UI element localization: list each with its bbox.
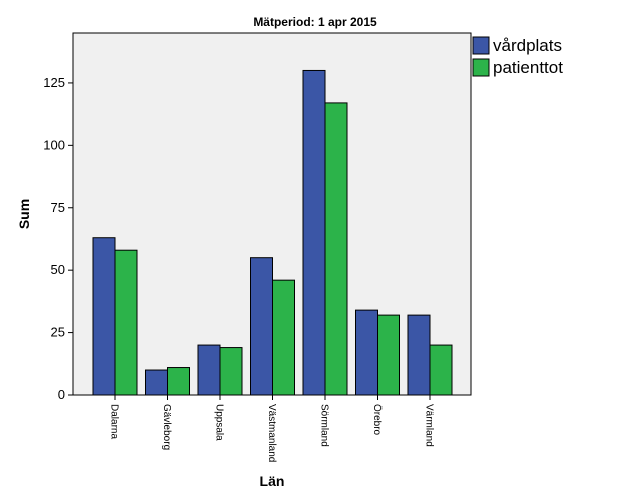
chart-title: Mätperiod: 1 apr 2015 — [253, 15, 377, 29]
legend-label-patienttot: patienttot — [493, 58, 563, 77]
x-tick-label: Örebro — [371, 404, 383, 436]
bar-vårdplats-Gävleborg — [145, 369, 168, 396]
legend-label-vårdplats: vårdplats — [493, 36, 562, 55]
y-tick-label: 75 — [51, 200, 65, 215]
x-tick-label: Uppsala — [214, 404, 225, 441]
bar-patienttot-Sörmland — [324, 102, 348, 396]
bar-patienttot-Uppsala — [219, 347, 243, 396]
x-tick-label: Gävleborg — [161, 404, 172, 450]
bar-patienttot-Dalarna — [114, 249, 138, 396]
bar-patienttot-Örebro — [377, 314, 400, 396]
bar-patienttot-Västmanland — [272, 279, 295, 396]
y-tick-label: 50 — [51, 262, 65, 277]
y-tick-label: 0 — [58, 387, 65, 402]
bars — [92, 69, 453, 396]
x-tick-label: Västmanland — [266, 404, 277, 462]
y-axis-label: Sum — [16, 199, 32, 229]
bar-vårdplats-Dalarna — [92, 237, 116, 396]
x-tick-label: Dalarna — [109, 404, 120, 439]
bar-patienttot-Gävleborg — [167, 367, 190, 396]
x-tick-label: Sörmland — [319, 404, 330, 447]
bar-vårdplats-Sörmland — [302, 69, 326, 396]
bar-vårdplats-Värmland — [407, 314, 431, 396]
y-tick-label: 125 — [43, 75, 65, 90]
y-axis: 0 25 50 75 100 125 — [43, 75, 73, 402]
legend: vårdplats patienttot — [472, 36, 563, 77]
bar-patienttot-Värmland — [429, 344, 453, 396]
x-axis: Dalarna Gävleborg Uppsala Västmanland Sörmla… — [109, 395, 435, 462]
legend-swatch-patienttot — [472, 58, 490, 77]
x-tick-label: Värmland — [424, 404, 435, 447]
legend-swatch-vårdplats — [472, 36, 490, 55]
bar-vårdplats-Västmanland — [250, 257, 273, 396]
y-tick-label: 100 — [43, 137, 65, 152]
x-axis-label: Län — [260, 473, 285, 489]
bar-vårdplats-Örebro — [355, 309, 378, 396]
y-tick-label: 25 — [51, 325, 65, 340]
bar-vårdplats-Uppsala — [197, 344, 221, 396]
